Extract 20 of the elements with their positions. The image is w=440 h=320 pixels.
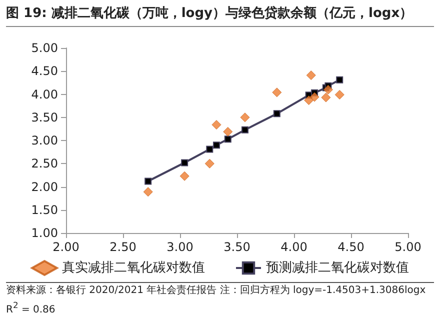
x-tick-label: 5.00: [394, 240, 422, 254]
y-tick-label: 5.00: [31, 41, 58, 55]
x-tick-label: 4.00: [280, 240, 308, 254]
y-tick-label: 2.00: [31, 180, 58, 194]
y-tick-label: 3.00: [31, 134, 58, 148]
x-tick-label: 2.50: [110, 240, 136, 254]
x-tick-label: 3.50: [224, 240, 250, 254]
chart-title: 图 19: 减排二氧化碳（万吨，logy）与绿色贷款余额（亿元，logx）: [6, 4, 434, 27]
x-tick-label: 2.00: [52, 240, 80, 254]
y-tick-label: 2.50: [31, 156, 58, 171]
legend-label: 真实减排二氧化碳对数值: [62, 260, 205, 276]
y-tick-label: 4.50: [31, 64, 58, 78]
y-tick-label: 4.00: [31, 87, 58, 102]
y-tick-label: 1.00: [31, 226, 58, 240]
legend-label: 预测减排二氧化碳对数值: [266, 260, 409, 276]
x-tick-label: 3.00: [166, 240, 194, 254]
y-tick-label: 1.50: [31, 202, 58, 217]
y-tick-label: 3.50: [31, 110, 58, 124]
x-tick-label: 4.50: [338, 240, 364, 254]
text: 资料来源：各银行 2020/2021 年社会责任报告 注：回归方程为 logy=-1.4503+1.3086logx R$^{2}$ = 0.86: [6, 282, 434, 318]
